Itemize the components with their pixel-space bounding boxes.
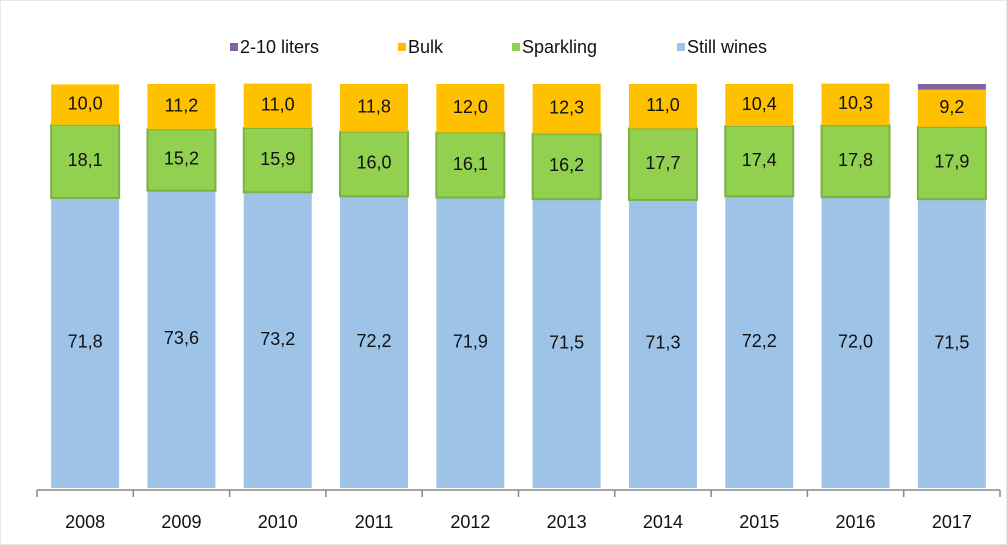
bar-segment — [532, 199, 601, 488]
data-label: 9,2 — [939, 97, 964, 117]
bar-segment — [821, 197, 890, 488]
data-label: 18,1 — [68, 150, 103, 170]
x-tick-label: 2015 — [739, 512, 779, 532]
data-label: 16,2 — [549, 155, 584, 175]
bar-segment — [147, 84, 216, 130]
data-label: 12,0 — [453, 97, 488, 117]
bar-segment — [243, 192, 312, 488]
data-label: 71,3 — [645, 333, 680, 353]
data-label: 10,4 — [742, 94, 777, 114]
legend-swatch — [398, 43, 406, 51]
data-label: 71,8 — [68, 332, 103, 352]
data-label: 11,2 — [165, 95, 199, 115]
x-tick-label: 2008 — [65, 512, 105, 532]
x-tick-label: 2013 — [547, 512, 587, 532]
bar-segment — [435, 131, 506, 199]
bar-segment — [340, 196, 409, 488]
x-tick-label: 2010 — [258, 512, 298, 532]
legend-swatch — [677, 43, 685, 51]
bar-segment — [821, 83, 890, 126]
legend-swatch — [230, 43, 238, 51]
data-label: 71,5 — [549, 332, 584, 352]
bar-segment — [51, 197, 120, 489]
data-label: 16,1 — [453, 154, 488, 174]
bar-segment — [243, 83, 312, 129]
data-label: 15,2 — [164, 149, 199, 169]
bar-segment — [917, 199, 986, 488]
legend-label: Still wines — [687, 37, 767, 57]
bar-segment — [725, 196, 794, 488]
legend-label: Sparkling — [522, 37, 597, 57]
x-tick-label: 2009 — [161, 512, 201, 532]
bar-segment — [436, 197, 505, 489]
bar-segment — [436, 84, 505, 133]
data-label: 11,0 — [646, 95, 680, 115]
data-label: 17,4 — [742, 150, 777, 170]
bar-segment — [917, 84, 986, 90]
data-label: 72,0 — [838, 331, 873, 351]
data-label: 17,8 — [838, 150, 873, 170]
bar-segment — [917, 89, 986, 127]
data-label: 11,0 — [261, 95, 295, 115]
x-tick-label: 2012 — [450, 512, 490, 532]
x-tick-label: 2014 — [643, 512, 683, 532]
data-label: 15,9 — [260, 149, 295, 169]
bar-segment — [51, 84, 120, 125]
bar-segment — [242, 127, 313, 194]
bar-segment — [339, 130, 410, 198]
bar-segment — [531, 132, 602, 201]
data-label: 17,9 — [934, 152, 969, 172]
bar-segment — [628, 199, 697, 488]
data-label: 73,2 — [260, 329, 295, 349]
data-label: 16,0 — [357, 153, 392, 173]
bar-segment — [916, 125, 987, 201]
data-label: 11,8 — [357, 97, 391, 117]
bar-segment — [820, 124, 891, 199]
x-tick-label: 2017 — [932, 512, 972, 532]
data-label: 12,3 — [549, 98, 584, 118]
data-label: 73,6 — [164, 328, 199, 348]
data-label: 71,9 — [453, 332, 488, 352]
legend-label: Bulk — [408, 37, 444, 57]
x-tick-label: 2011 — [355, 512, 394, 532]
bar-segment — [340, 84, 409, 132]
bar-segment — [725, 84, 794, 127]
data-label: 10,3 — [838, 93, 873, 113]
legend-label: 2-10 liters — [240, 37, 319, 57]
x-tick-label: 2016 — [836, 512, 876, 532]
data-label: 10,0 — [68, 93, 103, 113]
data-label: 72,2 — [357, 331, 392, 351]
bar-segment — [532, 84, 601, 134]
legend-swatch — [512, 43, 520, 51]
data-label: 72,2 — [742, 331, 777, 351]
data-label: 71,5 — [934, 332, 969, 352]
bar-segment — [628, 84, 697, 129]
bar-segment — [147, 190, 216, 488]
bar-segment — [627, 127, 698, 201]
data-label: 17,7 — [645, 153, 680, 173]
